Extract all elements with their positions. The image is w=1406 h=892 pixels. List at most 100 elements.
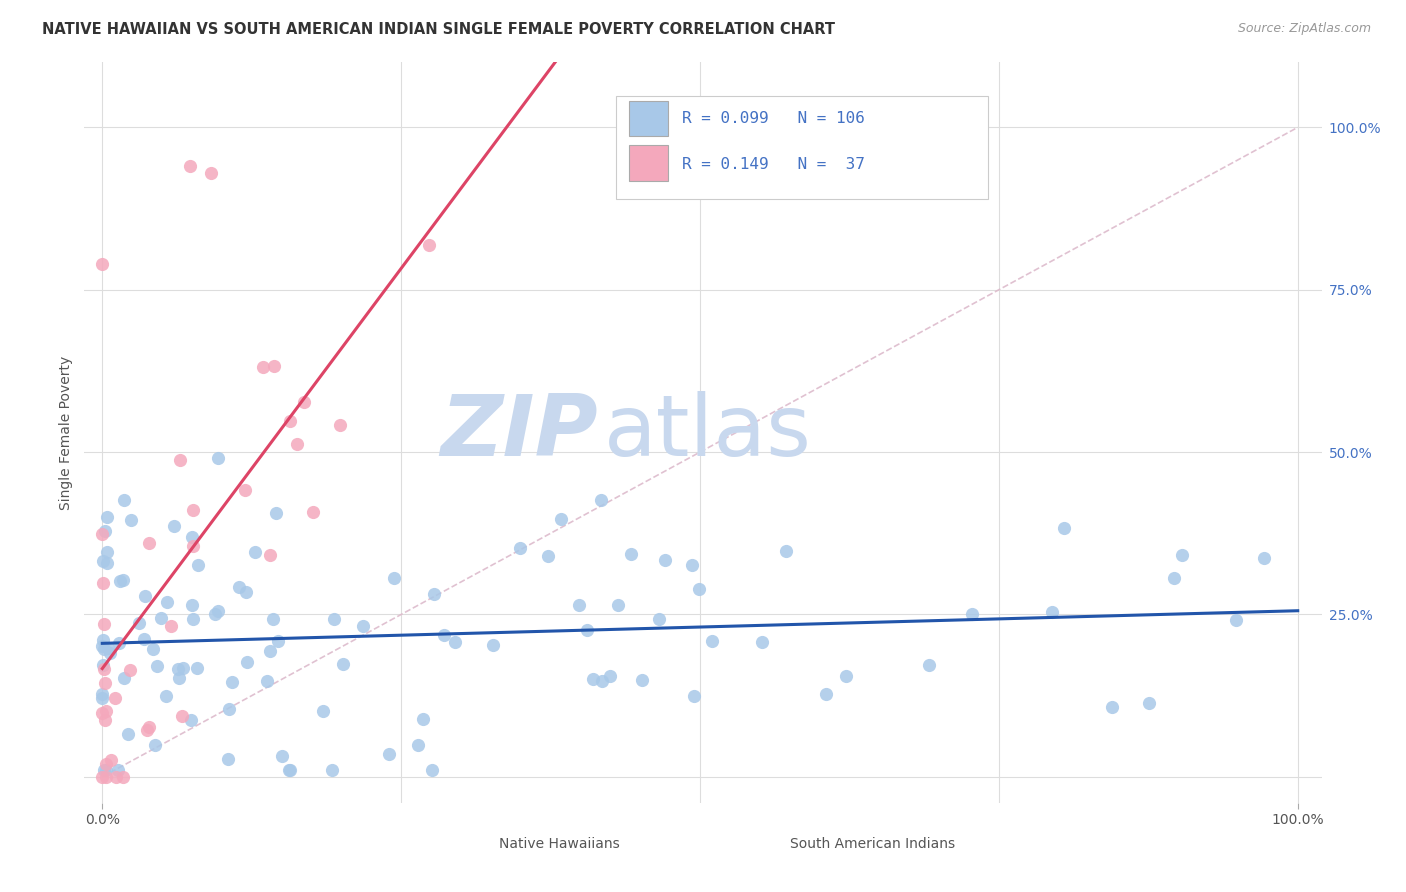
Bar: [628, 101, 668, 136]
Point: [156, 595, 179, 609]
Point: [620, 547, 643, 561]
Point: [91, 553, 114, 567]
Point: [104, 690, 127, 705]
Text: Source: ZipAtlas.com: Source: ZipAtlas.com: [1237, 22, 1371, 36]
Point: [93, 675, 115, 690]
Point: [443, 634, 465, 648]
Point: [96, 510, 118, 524]
Point: [94, 524, 117, 538]
Point: [217, 752, 239, 766]
Point: [169, 671, 191, 685]
Point: [108, 636, 131, 650]
Point: [262, 612, 284, 626]
Point: [207, 604, 229, 618]
Point: [599, 669, 621, 683]
Point: [96, 704, 118, 718]
Point: [112, 573, 135, 587]
Point: [418, 237, 440, 252]
Point: [163, 518, 186, 533]
Point: [835, 669, 858, 683]
Point: [169, 453, 191, 467]
Text: atlas: atlas: [605, 391, 813, 475]
Point: [256, 674, 278, 689]
Text: NATIVE HAWAIIAN VS SOUTH AMERICAN INDIAN SINGLE FEMALE POVERTY CORRELATION CHART: NATIVE HAWAIIAN VS SOUTH AMERICAN INDIAN…: [42, 22, 835, 37]
Point: [181, 598, 204, 612]
Point: [167, 663, 190, 677]
Point: [1137, 696, 1160, 710]
Point: [112, 770, 135, 784]
Point: [91, 575, 114, 590]
Point: [91, 633, 114, 648]
Point: [302, 505, 325, 519]
Point: [267, 633, 290, 648]
Point: [93, 764, 115, 778]
Point: [918, 657, 941, 672]
Point: [180, 530, 202, 544]
Point: [278, 764, 301, 778]
Point: [91, 706, 114, 720]
Point: [420, 764, 443, 778]
Point: [183, 539, 205, 553]
Point: [180, 714, 202, 728]
Point: [221, 675, 243, 690]
Text: ZIP: ZIP: [440, 391, 598, 475]
Point: [329, 418, 352, 433]
Point: [204, 607, 226, 622]
Point: [94, 764, 117, 778]
Point: [589, 493, 612, 508]
Point: [575, 623, 598, 637]
Point: [218, 701, 240, 715]
Point: [382, 571, 405, 585]
Point: [155, 689, 177, 703]
Point: [94, 756, 117, 771]
Point: [93, 714, 115, 728]
Point: [138, 720, 160, 734]
Point: [278, 764, 301, 778]
Point: [591, 674, 613, 689]
Point: [118, 663, 141, 677]
Point: [264, 506, 287, 520]
Point: [245, 545, 267, 559]
Point: [138, 536, 160, 550]
Point: [702, 634, 724, 648]
Point: [259, 644, 281, 658]
Point: [233, 483, 256, 497]
Point: [107, 764, 129, 778]
Point: [91, 639, 114, 653]
Point: [183, 503, 205, 517]
Point: [112, 493, 135, 508]
Point: [537, 549, 560, 563]
Point: [132, 632, 155, 647]
Point: [97, 641, 120, 656]
Point: [681, 558, 703, 572]
Point: [235, 585, 257, 599]
Point: [292, 394, 315, 409]
Point: [648, 611, 671, 625]
Point: [143, 738, 166, 752]
Point: [1040, 605, 1063, 619]
Point: [654, 553, 676, 567]
Point: [271, 748, 294, 763]
Point: [775, 543, 797, 558]
Point: [1163, 571, 1185, 585]
Point: [1253, 550, 1275, 565]
Point: [91, 257, 114, 271]
Point: [815, 687, 838, 701]
Point: [962, 607, 984, 621]
Point: [117, 727, 139, 741]
Point: [96, 556, 118, 570]
Point: [631, 673, 654, 687]
Point: [332, 657, 354, 671]
Point: [322, 611, 344, 625]
Point: [96, 545, 118, 559]
Point: [120, 513, 142, 527]
Point: [606, 598, 628, 612]
Point: [91, 657, 114, 672]
Point: [259, 548, 281, 562]
FancyBboxPatch shape: [616, 95, 987, 200]
Point: [751, 635, 773, 649]
Point: [408, 738, 430, 752]
Point: [1053, 521, 1076, 535]
Text: South American Indians: South American Indians: [790, 837, 955, 851]
Point: [187, 558, 209, 573]
